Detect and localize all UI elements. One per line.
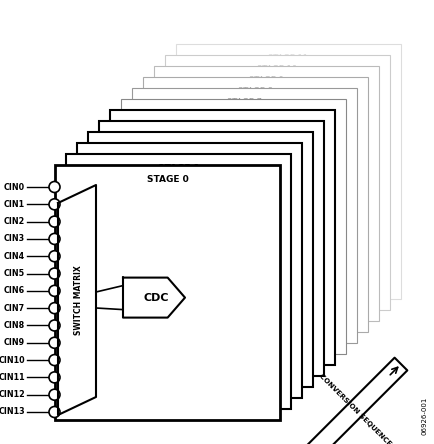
Text: CIN6: CIN6 xyxy=(4,286,25,295)
Bar xyxy=(77,143,301,398)
Circle shape xyxy=(49,320,60,331)
Polygon shape xyxy=(58,185,96,415)
Text: STAGE 5: STAGE 5 xyxy=(201,119,243,128)
Text: CIN4: CIN4 xyxy=(4,252,25,261)
Bar xyxy=(110,110,334,365)
Text: CIN8: CIN8 xyxy=(4,321,25,330)
Bar xyxy=(99,121,323,376)
Text: STAGE 8: STAGE 8 xyxy=(237,87,273,95)
Text: CIN9: CIN9 xyxy=(4,338,25,347)
Text: CDC: CDC xyxy=(143,293,168,303)
Bar xyxy=(176,44,400,299)
Circle shape xyxy=(49,251,60,262)
Text: STAGE 2: STAGE 2 xyxy=(168,152,210,162)
Polygon shape xyxy=(123,278,184,317)
Text: STAGE 3: STAGE 3 xyxy=(179,142,221,151)
Text: CONVERSION SEQUENCE: CONVERSION SEQUENCE xyxy=(317,373,391,444)
Bar xyxy=(121,99,345,354)
Circle shape xyxy=(49,372,60,383)
Circle shape xyxy=(49,355,60,365)
Circle shape xyxy=(49,407,60,417)
Text: 06926-001: 06926-001 xyxy=(421,396,427,435)
Text: STAGE 7: STAGE 7 xyxy=(227,98,261,107)
Text: CIN12: CIN12 xyxy=(0,390,25,399)
Text: STAGE 9: STAGE 9 xyxy=(249,75,283,84)
Circle shape xyxy=(49,285,60,296)
Circle shape xyxy=(49,182,60,193)
Text: STAGE 6: STAGE 6 xyxy=(216,108,250,118)
Circle shape xyxy=(49,199,60,210)
Text: CIN11: CIN11 xyxy=(0,373,25,382)
Bar xyxy=(88,132,312,387)
Text: STAGE 11: STAGE 11 xyxy=(268,53,308,63)
Polygon shape xyxy=(302,358,406,444)
Bar xyxy=(154,66,378,321)
Circle shape xyxy=(49,216,60,227)
Bar xyxy=(143,77,367,332)
Text: CIN5: CIN5 xyxy=(4,269,25,278)
Text: STAGE 0: STAGE 0 xyxy=(146,174,188,183)
Text: STAGE 1: STAGE 1 xyxy=(157,163,199,173)
Text: CIN1: CIN1 xyxy=(4,200,25,209)
Text: STAGE 4: STAGE 4 xyxy=(190,131,232,139)
Text: CIN0: CIN0 xyxy=(4,182,25,191)
Circle shape xyxy=(49,337,60,348)
Bar xyxy=(164,55,389,310)
Bar xyxy=(55,165,279,420)
Text: SWITCH MATRIX: SWITCH MATRIX xyxy=(74,265,83,335)
Bar xyxy=(66,154,290,409)
Circle shape xyxy=(49,389,60,400)
Text: CIN2: CIN2 xyxy=(4,217,25,226)
Circle shape xyxy=(49,234,60,245)
Text: CIN7: CIN7 xyxy=(4,304,25,313)
Text: CIN13: CIN13 xyxy=(0,408,25,416)
Bar xyxy=(132,88,356,343)
Circle shape xyxy=(49,268,60,279)
Circle shape xyxy=(49,303,60,313)
Text: CIN10: CIN10 xyxy=(0,356,25,365)
Text: CIN3: CIN3 xyxy=(4,234,25,243)
Text: STAGE 10: STAGE 10 xyxy=(257,64,297,74)
